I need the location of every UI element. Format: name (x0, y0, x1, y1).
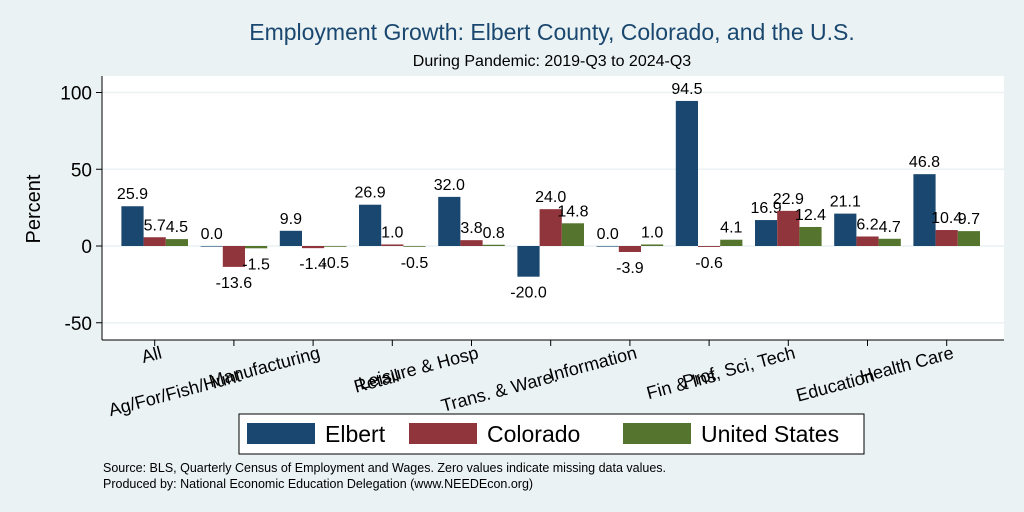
bar-elbert (279, 230, 302, 246)
data-label: 4.7 (879, 219, 901, 236)
data-label: -0.5 (401, 255, 429, 272)
bar-elbert (517, 246, 540, 277)
bar-united-states (561, 223, 584, 246)
legend-swatch (623, 423, 691, 444)
y-axis-label: Percent (23, 174, 45, 243)
bar-united-states (324, 246, 347, 247)
data-label: 1.0 (381, 224, 403, 241)
x-tick-label: Manufacturing (207, 343, 322, 392)
bar-colorado (460, 240, 483, 246)
bar-united-states (957, 231, 980, 246)
legend-swatch (409, 423, 477, 444)
legend-swatch (247, 423, 315, 444)
bar-elbert (913, 174, 936, 246)
data-label: 24.0 (535, 189, 566, 206)
data-label: 0.0 (597, 226, 619, 243)
x-tick-label: Trans. & Ware. (439, 366, 560, 416)
bar-elbert (200, 246, 223, 247)
data-label: 12.4 (795, 207, 826, 224)
data-label: 32.0 (434, 177, 465, 194)
data-label: 9.9 (280, 211, 302, 228)
bar-united-states (720, 239, 743, 246)
data-label: -0.5 (322, 255, 350, 272)
data-label: -20.0 (510, 285, 547, 302)
data-label: -0.6 (695, 255, 723, 272)
bar-colorado (698, 246, 721, 247)
bar-elbert (359, 204, 382, 246)
data-label: 94.5 (671, 81, 702, 98)
bar-elbert (675, 100, 698, 246)
bar-elbert (755, 220, 778, 246)
bar-united-states (165, 239, 188, 246)
bar-united-states (878, 238, 901, 246)
data-label: 6.2 (856, 216, 878, 233)
bar-colorado (777, 210, 800, 246)
data-label: 10.4 (931, 210, 962, 227)
bar-united-states (641, 244, 664, 246)
legend: Elbert Colorado United States (238, 413, 865, 455)
x-tick-label: Health Care (858, 343, 956, 387)
data-label: 0.0 (201, 226, 223, 243)
data-label: 0.8 (483, 225, 505, 242)
bar-united-states (799, 226, 822, 246)
data-label: -13.6 (216, 275, 253, 292)
bar-colorado (222, 246, 245, 267)
bar-colorado (143, 237, 166, 246)
y-tick-label: 50 (71, 160, 92, 181)
bar-colorado (302, 246, 325, 249)
chart-subtitle: During Pandemic: 2019-Q3 to 2024-Q3 (413, 53, 691, 70)
x-tick-label: Information (547, 343, 639, 386)
bar-united-states (482, 244, 505, 246)
bar-colorado (539, 209, 562, 246)
data-label: 5.7 (144, 217, 166, 234)
legend-box (238, 413, 865, 455)
bar-colorado (856, 236, 879, 246)
data-label: 3.8 (460, 220, 482, 237)
y-tick-label: -50 (65, 314, 92, 335)
data-label: 4.1 (720, 220, 742, 237)
data-label: -3.9 (616, 260, 644, 277)
legend-label: Elbert (325, 421, 386, 447)
plot-area (102, 76, 1004, 340)
legend-label: United States (701, 421, 839, 447)
bar-united-states (403, 246, 426, 247)
bar-colorado (935, 230, 958, 246)
data-label: 16.9 (751, 200, 782, 217)
data-label: -1.4 (299, 256, 327, 273)
source-note: Source: BLS, Quarterly Census of Employm… (103, 461, 666, 475)
data-label: 1.0 (641, 224, 663, 241)
data-label: 14.8 (557, 203, 588, 220)
data-label: 21.1 (830, 194, 861, 211)
data-label: 9.7 (958, 211, 980, 228)
bar-colorado (381, 244, 404, 246)
x-tick-label: Prof, Sci, Tech (680, 343, 797, 392)
y-tick-label: 100 (60, 84, 92, 105)
bar-united-states (245, 246, 268, 249)
producer-note: Produced by: National Economic Education… (103, 477, 533, 491)
data-label: 4.5 (166, 219, 188, 236)
x-tick-label: Leisure & Hosp (356, 343, 480, 394)
bar-layer: 25.95.7 4.5 0.0-13.6-1.59.9-1.4-0.526.91.0… (117, 81, 980, 302)
data-label: 22.9 (773, 191, 804, 208)
data-label: 46.8 (909, 154, 940, 171)
y-tick-label: 0 (81, 237, 92, 258)
bar-colorado (618, 246, 641, 252)
chart-title: Employment Growth: Elbert County, Colora… (249, 19, 855, 45)
bar-elbert (596, 246, 619, 247)
data-label: 25.9 (117, 186, 148, 203)
bar-elbert (834, 213, 857, 246)
bar-elbert (121, 206, 144, 246)
data-label: -1.5 (242, 256, 270, 273)
bar-elbert (438, 196, 461, 246)
data-label: 26.9 (355, 185, 386, 202)
x-tick-label: All (139, 343, 164, 367)
legend-label: Colorado (487, 421, 580, 447)
